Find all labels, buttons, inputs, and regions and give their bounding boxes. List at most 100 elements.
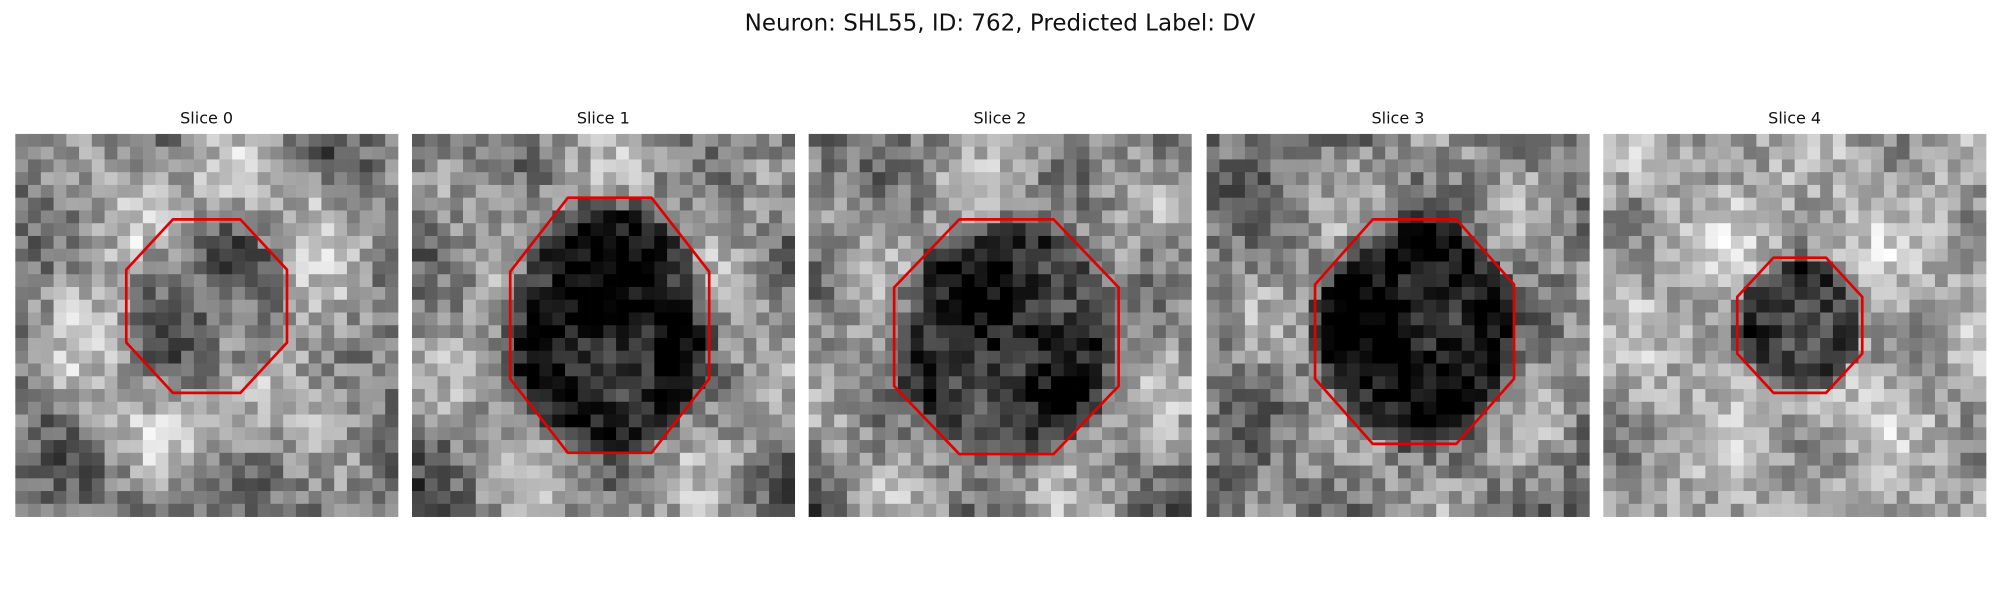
pixel xyxy=(514,210,528,224)
pixel xyxy=(181,248,195,262)
pixel xyxy=(1038,133,1052,148)
pixel xyxy=(257,465,271,479)
pixel xyxy=(283,172,297,186)
pixel xyxy=(1641,401,1655,415)
pixel xyxy=(66,197,80,211)
pixel xyxy=(756,159,770,173)
pixel xyxy=(1973,274,1987,288)
pixel xyxy=(424,440,438,454)
pixel xyxy=(910,452,924,466)
pixel xyxy=(1397,440,1412,454)
pixel xyxy=(1346,274,1361,288)
pixel xyxy=(1718,172,1732,186)
pixel xyxy=(628,235,642,250)
pixel xyxy=(1616,133,1630,148)
pixel xyxy=(1165,414,1179,428)
pixel xyxy=(1372,363,1386,377)
pixel xyxy=(501,389,515,403)
pixel xyxy=(1283,491,1297,505)
pixel xyxy=(705,133,719,148)
pixel xyxy=(859,503,873,517)
pixel xyxy=(1883,210,1898,224)
pixel xyxy=(475,427,489,441)
pixel xyxy=(834,172,848,186)
pixel xyxy=(552,503,566,517)
pixel xyxy=(577,286,591,301)
pixel xyxy=(1922,261,1936,275)
pixel xyxy=(1153,503,1167,517)
pixel xyxy=(1334,197,1348,211)
pixel xyxy=(244,401,259,415)
pixel xyxy=(155,248,169,262)
pixel xyxy=(1654,491,1668,505)
pixel xyxy=(705,414,719,428)
pixel xyxy=(1359,350,1373,364)
pixel xyxy=(1883,414,1898,428)
pixel xyxy=(974,223,988,237)
pixel xyxy=(1769,427,1783,441)
pixel xyxy=(1512,261,1526,275)
pixel xyxy=(859,389,873,403)
pixel xyxy=(679,223,693,237)
pixel xyxy=(1871,286,1885,301)
pixel xyxy=(974,261,988,275)
pixel xyxy=(1448,350,1463,364)
pixel xyxy=(756,338,770,352)
pixel xyxy=(1102,363,1116,377)
pixel xyxy=(117,389,131,403)
pixel xyxy=(769,427,783,441)
pixel xyxy=(1283,172,1297,186)
pixel xyxy=(1538,491,1552,505)
pixel xyxy=(79,146,93,160)
pixel xyxy=(1832,261,1847,275)
pixel xyxy=(730,223,745,237)
pixel xyxy=(603,414,617,428)
pixel xyxy=(565,223,579,237)
pixel xyxy=(1616,401,1630,415)
pixel xyxy=(1934,478,1949,492)
pixel xyxy=(1641,274,1655,288)
pixel xyxy=(308,286,322,301)
pixel xyxy=(552,312,566,326)
pixel xyxy=(117,414,131,428)
pixel xyxy=(437,376,451,390)
pixel xyxy=(206,440,220,454)
pixel xyxy=(283,210,297,224)
pixel xyxy=(781,338,796,352)
pixel xyxy=(193,465,208,479)
pixel xyxy=(283,414,297,428)
pixel xyxy=(897,465,912,479)
pixel xyxy=(1718,503,1732,517)
pixel xyxy=(667,299,681,313)
pixel xyxy=(603,465,617,479)
pixel xyxy=(1883,350,1898,364)
pixel xyxy=(193,235,208,250)
pixel xyxy=(1474,350,1488,364)
pixel xyxy=(769,248,783,262)
pixel xyxy=(641,184,655,199)
pixel xyxy=(859,197,873,211)
pixel xyxy=(1500,325,1514,339)
pixel xyxy=(679,197,693,211)
pixel xyxy=(526,286,540,301)
pixel xyxy=(488,376,502,390)
pixel xyxy=(1423,172,1437,186)
pixel xyxy=(948,172,963,186)
pixel xyxy=(1551,286,1565,301)
pixel xyxy=(974,478,988,492)
pixel xyxy=(718,274,732,288)
pixel xyxy=(679,133,693,148)
pixel xyxy=(155,210,169,224)
pixel xyxy=(834,440,848,454)
pixel xyxy=(1436,350,1450,364)
pixel xyxy=(257,376,271,390)
pixel xyxy=(1845,146,1859,160)
pixel xyxy=(1076,261,1090,275)
pixel xyxy=(961,261,975,275)
pixel xyxy=(155,159,169,173)
pixel xyxy=(1397,414,1412,428)
pixel xyxy=(1641,478,1655,492)
pixel xyxy=(718,159,732,173)
pixel xyxy=(66,452,80,466)
pixel xyxy=(1102,286,1116,301)
